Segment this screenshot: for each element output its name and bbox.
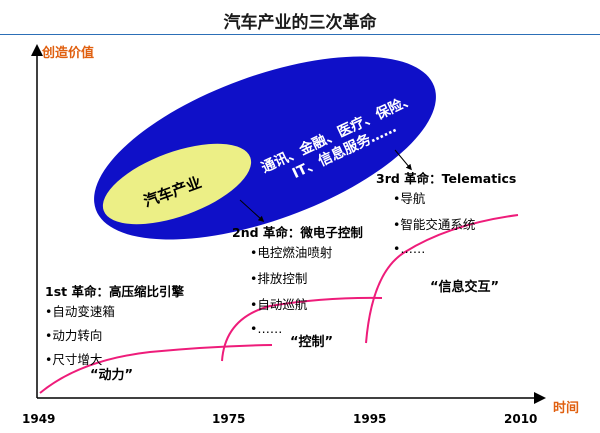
rev2-item: •…… [250, 321, 282, 336]
rev1-item: •尺寸增大 [45, 352, 102, 367]
pointer-2nd [239, 199, 265, 223]
rev2-item: •电控燃油喷射 [250, 245, 332, 260]
rev1-item: •动力转向 [45, 328, 102, 343]
curve-1st [39, 344, 273, 394]
rev1-item: •自动变速箱 [45, 304, 115, 319]
rev2-heading: 2nd 革命：微电子控制 [232, 225, 363, 240]
pointer-3rd [394, 149, 412, 171]
rev2-quote: “控制” [290, 334, 333, 350]
rev2-item: •自动巡航 [250, 297, 308, 312]
page-title: 汽车产业的三次革命 [223, 13, 377, 33]
rev3-quote: “信息交互” [430, 279, 499, 295]
curve-2nd [221, 296, 383, 362]
rev1-quote: “动力” [90, 367, 133, 383]
rev1-heading: 1st 革命：高压缩比引擎 [45, 284, 184, 299]
rev3-item: •…… [393, 241, 425, 256]
curve-3rd [365, 214, 519, 344]
value-ellipse-core [102, 143, 252, 225]
rev3-item: •导航 [393, 191, 426, 206]
rev2-item: •排放控制 [250, 271, 307, 286]
rev3-heading: 3rd 革命：Telematics [376, 171, 516, 186]
rev3-item: •智能交通系统 [393, 217, 475, 232]
tick-1995: 1995 [353, 412, 386, 426]
title-rule [0, 34, 600, 35]
y-axis-label: 创造价值 [41, 45, 94, 61]
tick-1949: 1949 [22, 412, 55, 426]
tick-2010: 2010 [504, 412, 537, 426]
x-axis-label: 时间 [553, 400, 579, 416]
tick-1975: 1975 [212, 412, 245, 426]
